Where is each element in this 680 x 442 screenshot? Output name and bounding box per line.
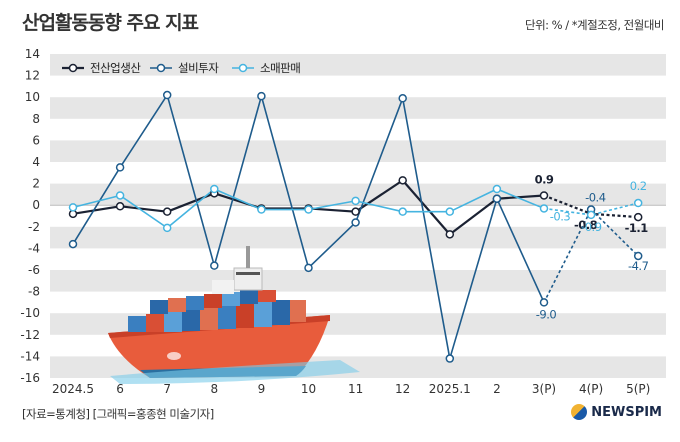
series-point — [210, 184, 219, 194]
series-point — [586, 210, 596, 220]
series-point — [162, 90, 172, 100]
y-tick-label: 0 — [32, 198, 40, 212]
series-point — [68, 203, 78, 212]
y-tick-label: -6 — [28, 263, 40, 277]
grid-band — [50, 270, 666, 292]
series-point — [115, 163, 125, 172]
series-point — [398, 207, 407, 216]
page-title: 산업활동동향 주요 지표 — [22, 12, 199, 34]
x-tick-label: 9 — [258, 382, 266, 396]
data-label: -9.0 — [536, 307, 557, 321]
y-tick-label: -8 — [28, 285, 40, 299]
y-tick-label: 12 — [25, 69, 40, 83]
data-label: -4.7 — [628, 259, 649, 273]
grid-band — [50, 54, 666, 76]
series-point — [162, 207, 172, 216]
data-label: -0.9 — [581, 220, 602, 234]
y-axis: 14 12 10 8 6 4 2 0 -2 -4 -6 -8 -10 -12 -14 -16 — [20, 47, 40, 385]
series-point — [115, 202, 125, 211]
source-credit: [자료=통계청] [그래픽=홍종현 미술기자] — [22, 407, 214, 421]
brand-name: NEWSPIM — [591, 404, 662, 420]
y-tick-label: 6 — [32, 133, 40, 147]
series-point — [398, 176, 407, 185]
series-point — [257, 91, 266, 101]
series-point — [210, 261, 219, 270]
grid-band — [50, 183, 666, 206]
series-point — [492, 184, 502, 194]
y-tick-label: -10 — [20, 306, 40, 320]
x-tick-label: 6 — [116, 382, 124, 396]
data-labels: 0.9 -0.8 -1.1 -9.0 -0.4 -4.7 -0.3 -0.9 0.2 — [535, 172, 650, 321]
y-tick-label: -2 — [28, 220, 40, 234]
series-point — [445, 207, 455, 216]
y-tick-label: 4 — [32, 155, 40, 169]
x-tick-label: 10 — [301, 382, 316, 396]
series-point — [633, 251, 643, 261]
x-tick-label: 2 — [493, 382, 501, 396]
y-tick-label: 14 — [25, 47, 40, 61]
series-point — [539, 298, 549, 307]
series-point — [539, 191, 549, 200]
series-point — [351, 218, 360, 227]
y-tick-label: -16 — [20, 371, 40, 385]
grid-band — [50, 140, 666, 162]
x-tick-label: 3(P) — [532, 382, 556, 396]
legend: 전산업생산 설비투자 소매판매 — [62, 61, 301, 75]
y-tick-label: -4 — [28, 241, 40, 255]
series-line-dashed — [543, 202, 639, 216]
series-point — [445, 230, 455, 239]
x-tick-label: 12 — [395, 382, 410, 396]
series-point — [445, 354, 455, 363]
y-tick-label: -14 — [20, 349, 40, 363]
y-tick-label: 2 — [32, 177, 40, 191]
series-point — [304, 205, 313, 214]
data-label: 0.9 — [535, 172, 554, 186]
legend-retail: 소매판매 — [260, 61, 300, 75]
x-tick-label: 4(P) — [579, 382, 603, 396]
series-point — [304, 263, 313, 273]
x-tick-label: 8 — [210, 382, 218, 396]
y-tick-label: 10 — [25, 90, 40, 104]
series-point — [257, 205, 266, 214]
y-tick-label: 8 — [32, 112, 40, 126]
data-label: 0.2 — [630, 179, 647, 193]
series-point — [162, 223, 172, 233]
series-point — [633, 198, 643, 208]
legend-investment: 설비투자 — [178, 61, 219, 75]
x-tick-label: 7 — [163, 382, 171, 396]
x-tick-label: 2024.5 — [52, 382, 94, 396]
grid-band — [50, 97, 666, 119]
x-tick-label: 2025.1 — [429, 382, 471, 396]
x-tick-label: 11 — [348, 382, 363, 396]
ship-illustration — [108, 246, 360, 384]
series-point — [68, 239, 78, 249]
series-point — [351, 207, 360, 216]
series-line-dashed — [543, 208, 639, 303]
y-tick-label: -12 — [20, 328, 40, 342]
series-point — [398, 94, 407, 103]
brand-logo: NEWSPIM — [571, 404, 662, 420]
unit-note: 단위: % / *계절조정, 전월대비 — [524, 18, 665, 32]
data-label: -0.4 — [585, 191, 606, 205]
series-point — [539, 204, 549, 213]
data-label: -0.8 — [574, 218, 598, 232]
series-points — [68, 90, 643, 363]
x-tick-label: 5(P) — [626, 382, 650, 396]
series-point — [115, 191, 125, 200]
data-label: -1.1 — [625, 221, 649, 235]
data-label: -0.3 — [550, 209, 571, 223]
newspim-logo-icon — [571, 404, 588, 420]
legend-production: 전산업생산 — [90, 61, 141, 75]
series-point — [492, 194, 502, 203]
series-point — [633, 212, 643, 222]
series-point — [351, 196, 360, 206]
x-axis: 2024.5 6 7 8 9 10 11 12 2025.1 2 3(P) 4(P) 5(P) — [52, 382, 650, 396]
